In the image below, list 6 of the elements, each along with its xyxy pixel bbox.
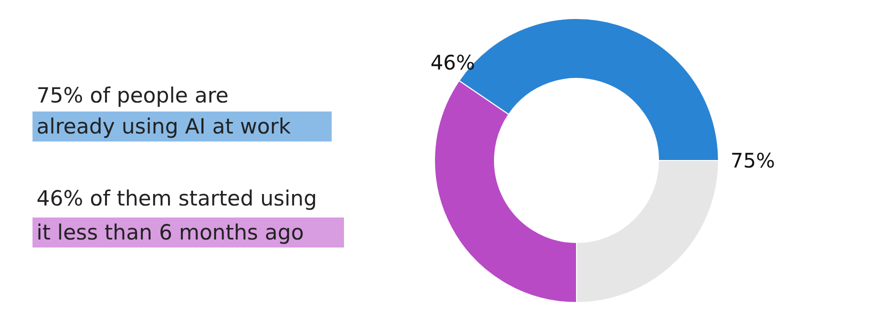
text: 46% [430,50,475,74]
text: it less than 6 months ago [36,220,304,244]
text: 75% of people are [36,84,229,108]
text: 75% [730,148,775,172]
text: 46% of them started using [36,186,317,210]
text: already using AI at work [36,114,292,138]
